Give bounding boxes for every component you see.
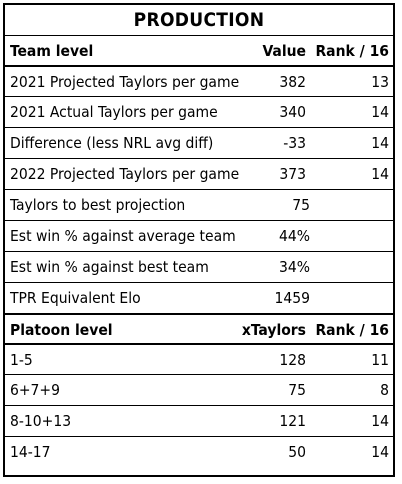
row-label: TPR Equivalent Elo — [10, 289, 141, 307]
row-value: 34% — [279, 258, 310, 276]
row-label: Est win % against best team — [10, 258, 209, 276]
platoon-header-value: xTaylors — [241, 321, 306, 339]
team-header-label: Team level — [10, 42, 94, 60]
row-label: Taylors to best projection — [10, 196, 186, 214]
row-value: 44% — [279, 227, 310, 245]
team-header-row: Team level Value Rank / 16 — [5, 35, 393, 65]
row-label: 2021 Projected Taylors per game — [10, 73, 240, 91]
row-value: 340 — [279, 103, 306, 121]
row-label: 2021 Actual Taylors per game — [10, 103, 218, 121]
table-title: PRODUCTION — [133, 9, 265, 31]
row-label: 6+7+9 — [10, 381, 60, 399]
row-rank: 14 — [371, 443, 389, 461]
row-rank: 14 — [371, 103, 389, 121]
row-value: 128 — [279, 351, 306, 369]
team-header-rank: Rank / 16 — [315, 42, 389, 60]
row-value: 50 — [288, 443, 306, 461]
row-label: 14-17 — [10, 443, 51, 461]
row-rank: 14 — [371, 134, 389, 152]
row-value: 121 — [279, 412, 306, 430]
row-label: 2022 Projected Taylors per game — [10, 165, 240, 183]
row-label: 1-5 — [10, 351, 33, 369]
table-row: 8-10+13 121 14 — [5, 405, 393, 436]
team-header-value: Value — [262, 42, 306, 60]
row-label: Difference (less NRL avg diff) — [10, 134, 214, 152]
row-value: 382 — [279, 73, 306, 91]
row-rank: 8 — [380, 381, 389, 399]
platoon-header-row: Platoon level xTaylors Rank / 16 — [5, 313, 393, 343]
row-rank: 13 — [371, 73, 389, 91]
table-row: Est win % against average team 44% — [5, 220, 393, 251]
row-value: 75 — [292, 196, 310, 214]
table-row: TPR Equivalent Elo 1459 — [5, 282, 393, 313]
row-rank: 11 — [371, 351, 389, 369]
row-label: 8-10+13 — [10, 412, 72, 430]
table-row: 2021 Projected Taylors per game 382 13 — [5, 65, 393, 96]
row-value: 1459 — [274, 289, 310, 307]
table-row: 2022 Projected Taylors per game 373 14 — [5, 158, 393, 189]
production-table: PRODUCTION Team level Value Rank / 16 20… — [3, 3, 395, 477]
platoon-header-label: Platoon level — [10, 321, 113, 339]
platoon-header-rank: Rank / 16 — [315, 321, 389, 339]
table-row: Est win % against best team 34% — [5, 251, 393, 282]
row-label: Est win % against average team — [10, 227, 236, 245]
row-value: -33 — [283, 134, 306, 152]
row-value: 373 — [279, 165, 306, 183]
table-row: 14-17 50 14 — [5, 436, 393, 467]
table-row: 1-5 128 11 — [5, 343, 393, 374]
table-row: 2021 Actual Taylors per game 340 14 — [5, 96, 393, 127]
table-row: Difference (less NRL avg diff) -33 14 — [5, 127, 393, 158]
row-value: 75 — [288, 381, 306, 399]
table-row: Taylors to best projection 75 — [5, 189, 393, 220]
table-row: 6+7+9 75 8 — [5, 374, 393, 405]
row-rank: 14 — [371, 165, 389, 183]
row-rank: 14 — [371, 412, 389, 430]
